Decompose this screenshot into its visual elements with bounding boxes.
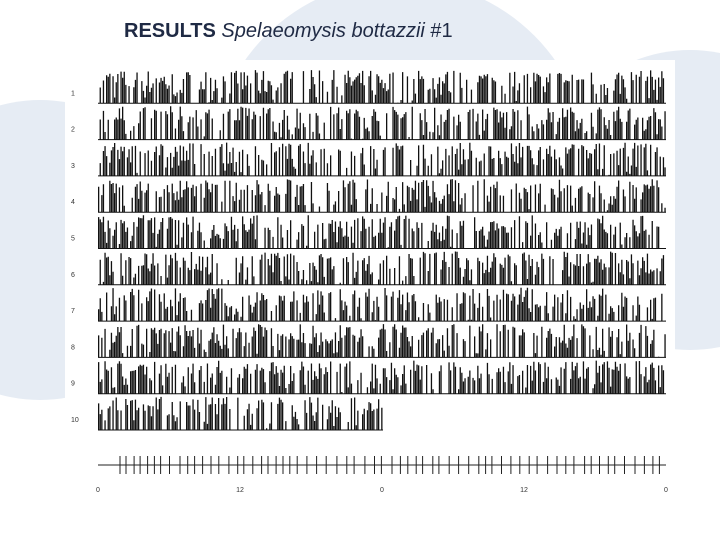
title-bold: RESULTS	[124, 20, 216, 42]
axis-label: 0	[664, 487, 668, 494]
row-label: 1	[71, 90, 75, 97]
activity-trace	[99, 251, 665, 285]
row-label: 9	[71, 381, 75, 388]
row-label: 2	[71, 127, 75, 134]
activity-trace	[98, 215, 660, 249]
activity-trace	[98, 324, 666, 358]
axis-label: 12	[236, 487, 244, 494]
row-label: 3	[71, 163, 75, 170]
axis-label: 12	[520, 487, 528, 494]
title-species: Spelaeomysis bottazzii	[221, 20, 425, 42]
title-number: #1	[430, 20, 453, 42]
activity-trace	[99, 142, 666, 176]
activity-trace	[98, 179, 666, 213]
row-label: 6	[71, 272, 75, 279]
row-label: 5	[71, 236, 75, 243]
row-label: 7	[71, 308, 75, 315]
activity-trace	[98, 287, 666, 322]
axis-label: 0	[380, 487, 384, 494]
row-label: 8	[71, 344, 75, 351]
axis-label: 0	[96, 487, 100, 494]
activity-trace	[98, 360, 665, 394]
row-label: 4	[71, 199, 75, 206]
activity-trace	[98, 396, 383, 430]
time-ticks	[119, 456, 660, 474]
slide-title: RESULTS Spelaeomysis bottazzii #1	[124, 20, 453, 43]
activity-trace	[99, 106, 666, 140]
activity-trace	[99, 70, 665, 104]
row-label: 10	[71, 417, 79, 424]
